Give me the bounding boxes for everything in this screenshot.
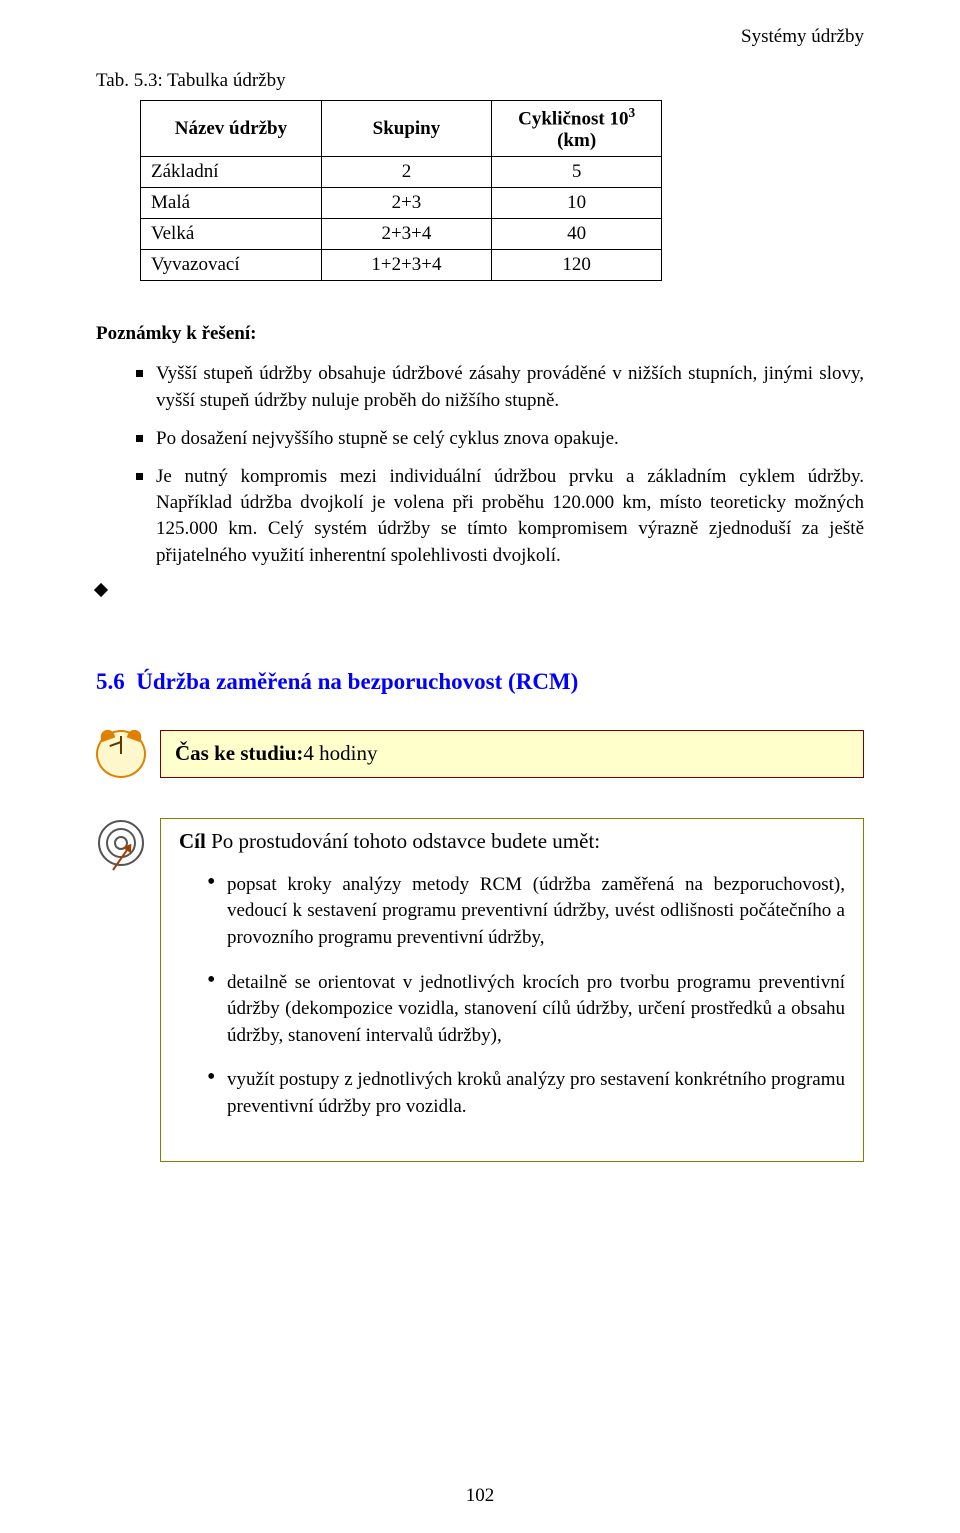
cell-groups: 1+2+3+4: [321, 250, 491, 281]
table-row: Velká 2+3+4 40: [141, 219, 662, 250]
clock-icon: [96, 730, 146, 778]
col-name: Název údržby: [141, 101, 322, 157]
cell-name: Vyvazovací: [141, 250, 322, 281]
notes-list: Vyšší stupeň údržby obsahuje údržbové zá…: [96, 361, 864, 569]
col-cyclicity: Cykličnost 103 (km): [492, 101, 662, 157]
study-lead: Čas ke studiu:: [175, 741, 303, 766]
note-item: Po dosažení nejvyššího stupně se celý cy…: [96, 426, 864, 452]
cell-name: Malá: [141, 188, 322, 219]
running-header: Systémy údržby: [96, 26, 864, 48]
goal-lead-line: Cíl Po prostudování tohoto odstavce bude…: [179, 829, 845, 854]
section-heading: 5.6 Údržba zaměřená na bezporuchovost (R…: [96, 669, 864, 696]
cyc-after: (km): [557, 130, 596, 151]
cell-cyc: 10: [492, 188, 662, 219]
goal-item: detailně se orientovat v jednotlivých kr…: [179, 970, 845, 1050]
goal-box: Cíl Po prostudování tohoto odstavce bude…: [160, 818, 864, 1162]
section-number: 5.6: [96, 669, 125, 694]
target-icon: [96, 818, 146, 868]
cell-groups: 2+3: [321, 188, 491, 219]
table-caption: Tab. 5.3: Tabulka údržby: [96, 70, 864, 92]
section-title: Údržba zaměřená na bezporuchovost (RCM): [136, 669, 578, 694]
goal-item: využít postupy z jednotlivých kroků anal…: [179, 1067, 845, 1120]
cell-groups: 2+3+4: [321, 219, 491, 250]
note-item: Je nutný kompromis mezi individuální údr…: [96, 464, 864, 569]
cell-cyc: 40: [492, 219, 662, 250]
page: Systémy údržby Tab. 5.3: Tabulka údržby …: [0, 0, 960, 1533]
table-row: Základní 2 5: [141, 157, 662, 188]
cell-name: Základní: [141, 157, 322, 188]
cell-name: Velká: [141, 219, 322, 250]
goal-lead: Cíl: [179, 829, 206, 853]
goal-row: Cíl Po prostudování tohoto odstavce bude…: [96, 818, 864, 1162]
note-item: Vyšší stupeň údržby obsahuje údržbové zá…: [96, 361, 864, 413]
goal-item: popsat kroky analýzy metody RCM (údržba …: [179, 872, 845, 952]
table-header-row: Název údržby Skupiny Cykličnost 103 (km): [141, 101, 662, 157]
diamond-bullet-icon: [96, 581, 864, 597]
section-link[interactable]: 5.6 Údržba zaměřená na bezporuchovost (R…: [96, 669, 578, 694]
table-row: Vyvazovací 1+2+3+4 120: [141, 250, 662, 281]
page-number: 102: [466, 1485, 495, 1507]
goal-list: popsat kroky analýzy metody RCM (údržba …: [179, 872, 845, 1121]
col-groups: Skupiny: [321, 101, 491, 157]
study-time-row: Čas ke studiu: 4 hodiny: [96, 730, 864, 778]
table-row: Malá 2+3 10: [141, 188, 662, 219]
study-time-box: Čas ke studiu: 4 hodiny: [160, 730, 864, 778]
cell-cyc: 5: [492, 157, 662, 188]
cell-groups: 2: [321, 157, 491, 188]
cell-cyc: 120: [492, 250, 662, 281]
cyc-sup: 3: [628, 105, 635, 120]
goal-intro: Po prostudování tohoto odstavce budete u…: [211, 829, 600, 853]
maintenance-table: Název údržby Skupiny Cykličnost 103 (km)…: [140, 100, 662, 281]
cyc-before: Cykličnost 10: [518, 108, 628, 129]
study-value: 4 hodiny: [303, 741, 377, 766]
notes-heading: Poznámky k řešení:: [96, 323, 864, 345]
